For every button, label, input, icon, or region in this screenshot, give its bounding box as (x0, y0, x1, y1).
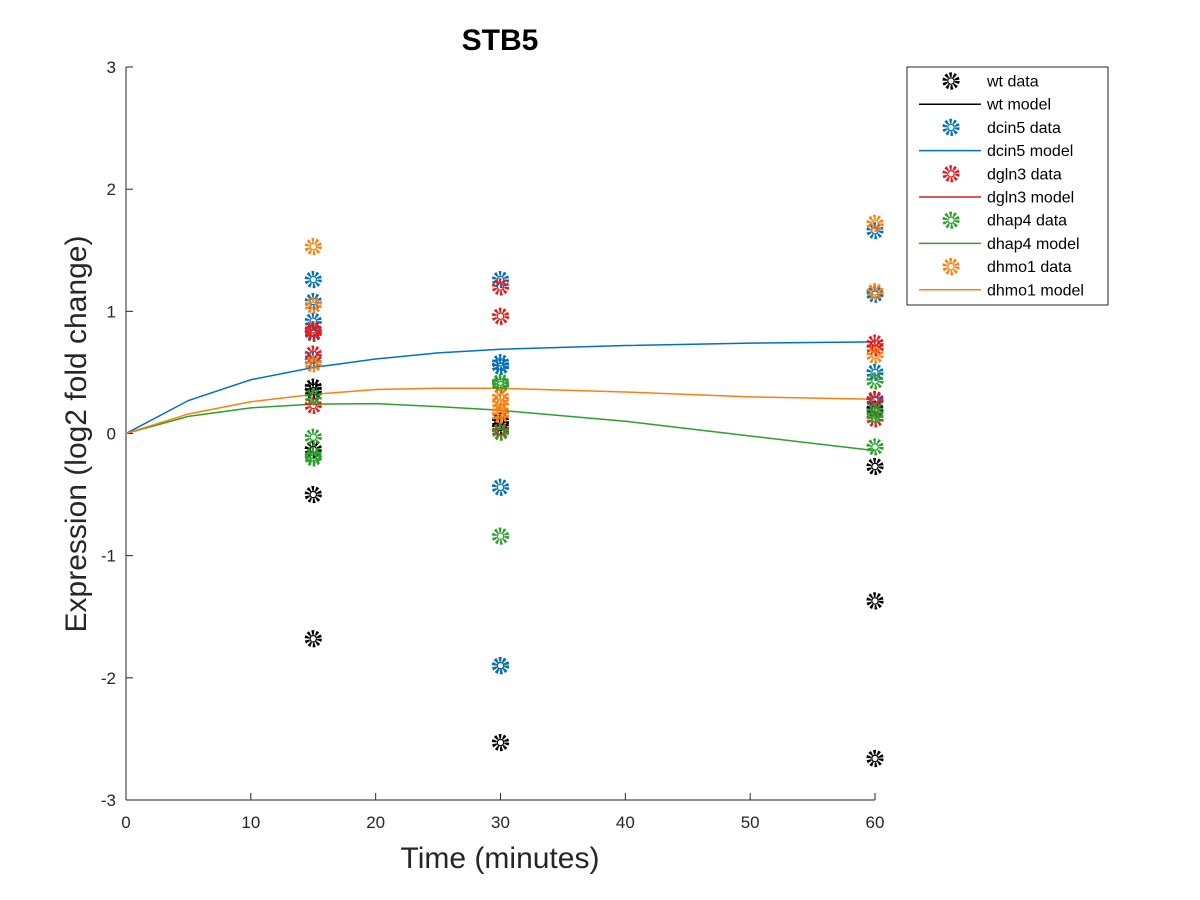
data-point-dcin5 (491, 357, 510, 375)
legend: wt data wt model dcin5 data dcin5 model dgln… (906, 66, 1109, 306)
data-point-wt (866, 457, 884, 476)
data-point-dhap4 (491, 527, 510, 545)
y-tick-label: -1 (101, 547, 116, 566)
data-point-dhap4 (866, 372, 884, 390)
y-tick-label: -2 (101, 669, 116, 688)
data-point-dgln3 (491, 307, 510, 325)
data-point-dhap4 (304, 449, 322, 467)
legend-marker-dhmo1 (942, 258, 960, 276)
y-tick-label: 0 (107, 425, 116, 444)
data-point-dhap4 (491, 423, 510, 441)
legend-label-dhmo1-model: dhmo1 model (987, 282, 1084, 299)
x-tick-label: 20 (366, 813, 385, 832)
data-point-dhmo1 (866, 214, 884, 232)
x-tick-label: 50 (741, 813, 760, 832)
legend-label-dcin5-data: dcin5 data (987, 120, 1061, 137)
data-point-dhap4 (304, 388, 322, 406)
model-line-dcin5 (125, 341, 876, 435)
plot-area: 0 10 20 30 40 50 60 -3 -2 -1 0 1 2 3 (101, 58, 885, 832)
data-point-dhmo1 (304, 355, 322, 373)
data-point-dhmo1 (866, 346, 884, 364)
legend-marker-dcin5 (942, 118, 960, 136)
data-point-dhmo1 (304, 296, 322, 314)
data-point-dcin5 (304, 270, 322, 289)
data-point-dhap4 (866, 406, 884, 424)
data-point-dgln3 (304, 323, 322, 341)
x-tick-label: 30 (491, 813, 510, 832)
legend-label-dhmo1-data: dhmo1 data (987, 259, 1072, 276)
data-point-wt (304, 630, 322, 648)
legend-label-dcin5-model: dcin5 model (987, 143, 1073, 160)
legend-label-dgln3-model: dgln3 model (987, 190, 1074, 207)
legend-box (906, 66, 1109, 306)
data-point-wt (866, 749, 884, 768)
x-tick-label: 0 (121, 813, 130, 832)
y-tick-label: 1 (107, 302, 116, 321)
y-tick-label: -3 (101, 791, 116, 810)
data-point-dcin5 (491, 657, 510, 675)
legend-marker-dhap4 (942, 211, 960, 229)
legend-label-dhap4-model: dhap4 model (987, 236, 1080, 253)
data-point-dcin5 (491, 478, 510, 496)
x-axis-label: Time (minutes) (401, 842, 600, 875)
data-point-dhap4 (866, 438, 884, 456)
data-point-dhmo1 (304, 237, 322, 256)
x-tick-label: 60 (866, 813, 885, 832)
model-line-dhmo1 (125, 387, 876, 435)
legend-label-wt-data: wt data (986, 74, 1039, 91)
data-point-dgln3 (491, 278, 510, 296)
legend-label-dgln3-data: dgln3 data (987, 166, 1062, 183)
legend-marker-dgln3 (942, 165, 960, 183)
data-point-dhmo1 (866, 283, 884, 301)
x-tick-label: 10 (241, 813, 260, 832)
data-point-dhmo1 (491, 406, 510, 424)
data-point-wt (304, 485, 322, 504)
chart-title: STB5 (462, 24, 539, 57)
y-tick-label: 2 (107, 180, 116, 199)
data-point-wt (866, 592, 884, 610)
model-line-dhap4 (125, 402, 876, 452)
y-tick-label: 3 (107, 58, 116, 77)
legend-label-wt-model: wt model (986, 97, 1051, 114)
x-tick-label: 40 (616, 813, 635, 832)
legend-marker-wt (942, 72, 960, 90)
y-axis-label: Expression (log2 fold change) (60, 236, 93, 633)
legend-label-dhap4-data: dhap4 data (987, 213, 1067, 230)
data-point-dhap4 (304, 428, 322, 446)
data-point-wt (491, 733, 510, 752)
